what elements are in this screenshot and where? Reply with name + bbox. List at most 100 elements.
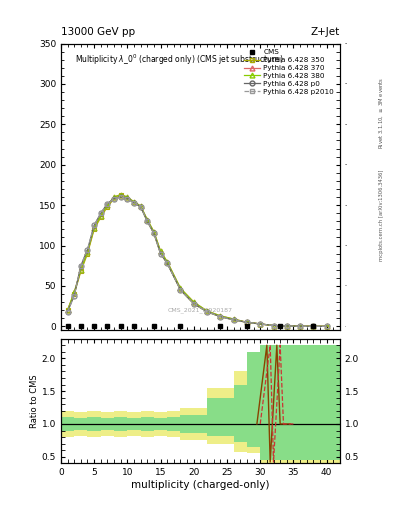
- Pythia 6.428 p2010: [271, 323, 276, 329]
- Pythia 6.428 350: [72, 291, 77, 297]
- Pythia 6.428 370: [98, 212, 103, 219]
- Pythia 6.428 p0: [178, 287, 183, 293]
- Pythia 6.428 p0: [125, 196, 130, 202]
- Pythia 6.428 370: [158, 248, 163, 254]
- Pythia 6.428 p0: [244, 319, 249, 326]
- Pythia 6.428 p2010: [178, 287, 183, 293]
- Y-axis label: Ratio to CMS: Ratio to CMS: [30, 374, 39, 428]
- Pythia 6.428 350: [205, 309, 209, 315]
- Pythia 6.428 350: [105, 204, 110, 210]
- Pythia 6.428 p2010: [132, 200, 136, 206]
- Pythia 6.428 370: [85, 249, 90, 255]
- Pythia 6.428 370: [205, 308, 209, 314]
- CMS: [152, 323, 156, 329]
- Pythia 6.428 380: [205, 308, 209, 314]
- Pythia 6.428 370: [271, 323, 276, 329]
- Pythia 6.428 380: [158, 248, 163, 254]
- Pythia 6.428 p0: [105, 201, 110, 207]
- Pythia 6.428 370: [125, 194, 130, 200]
- Pythia 6.428 p2010: [298, 323, 303, 329]
- Pythia 6.428 370: [191, 299, 196, 305]
- Pythia 6.428 380: [152, 229, 156, 235]
- Text: mcplots.cern.ch [arXiv:1306.3436]: mcplots.cern.ch [arXiv:1306.3436]: [379, 169, 384, 261]
- CMS: [132, 323, 136, 329]
- X-axis label: multiplicity (charged-only): multiplicity (charged-only): [131, 480, 270, 490]
- Pythia 6.428 p0: [98, 210, 103, 216]
- Pythia 6.428 p0: [205, 309, 209, 315]
- Pythia 6.428 370: [105, 202, 110, 208]
- Pythia 6.428 380: [72, 289, 77, 295]
- Pythia 6.428 370: [72, 289, 77, 295]
- Pythia 6.428 370: [244, 319, 249, 326]
- Line: Pythia 6.428 p0: Pythia 6.428 p0: [65, 195, 329, 329]
- Pythia 6.428 350: [324, 323, 329, 329]
- Pythia 6.428 350: [132, 200, 136, 206]
- Pythia 6.428 380: [231, 316, 236, 322]
- CMS: [65, 323, 70, 329]
- Pythia 6.428 370: [165, 259, 169, 265]
- Pythia 6.428 350: [271, 323, 276, 329]
- Pythia 6.428 380: [244, 319, 249, 326]
- Pythia 6.428 350: [218, 313, 223, 319]
- Pythia 6.428 370: [178, 285, 183, 291]
- Pythia 6.428 p2010: [138, 204, 143, 210]
- Pythia 6.428 380: [85, 249, 90, 255]
- Line: CMS: CMS: [65, 324, 316, 329]
- Pythia 6.428 p0: [165, 260, 169, 266]
- Pythia 6.428 p2010: [98, 210, 103, 216]
- Pythia 6.428 p2010: [152, 230, 156, 237]
- Pythia 6.428 380: [105, 202, 110, 208]
- Pythia 6.428 380: [178, 285, 183, 291]
- Pythia 6.428 350: [92, 226, 97, 232]
- CMS: [178, 323, 183, 329]
- Pythia 6.428 p2010: [311, 323, 316, 329]
- Pythia 6.428 380: [118, 191, 123, 198]
- Pythia 6.428 380: [218, 313, 223, 319]
- Pythia 6.428 380: [311, 323, 316, 329]
- Pythia 6.428 380: [125, 194, 130, 200]
- Pythia 6.428 p0: [158, 250, 163, 257]
- Pythia 6.428 350: [258, 321, 263, 327]
- Pythia 6.428 370: [132, 199, 136, 205]
- Pythia 6.428 p2010: [65, 309, 70, 315]
- Pythia 6.428 p2010: [145, 218, 150, 224]
- Pythia 6.428 p2010: [191, 301, 196, 307]
- Pythia 6.428 370: [311, 323, 316, 329]
- Pythia 6.428 p2010: [218, 313, 223, 319]
- Pythia 6.428 p2010: [105, 201, 110, 207]
- Pythia 6.428 350: [138, 204, 143, 210]
- Pythia 6.428 380: [145, 217, 150, 223]
- Pythia 6.428 380: [132, 199, 136, 205]
- Pythia 6.428 350: [231, 317, 236, 323]
- Pythia 6.428 350: [311, 323, 316, 329]
- Pythia 6.428 370: [138, 203, 143, 209]
- Pythia 6.428 350: [145, 218, 150, 224]
- Pythia 6.428 p0: [231, 317, 236, 323]
- CMS: [118, 323, 123, 329]
- Pythia 6.428 350: [285, 323, 289, 329]
- Pythia 6.428 370: [324, 323, 329, 329]
- Pythia 6.428 370: [231, 316, 236, 322]
- Pythia 6.428 350: [191, 301, 196, 307]
- Pythia 6.428 p0: [145, 218, 150, 224]
- Pythia 6.428 p2010: [231, 317, 236, 323]
- CMS: [105, 323, 110, 329]
- Pythia 6.428 370: [152, 229, 156, 235]
- Pythia 6.428 350: [65, 307, 70, 313]
- Pythia 6.428 380: [138, 203, 143, 209]
- Pythia 6.428 p0: [152, 230, 156, 237]
- Text: Rivet 3.1.10, $\geq$ 3M events: Rivet 3.1.10, $\geq$ 3M events: [377, 76, 385, 149]
- Pythia 6.428 370: [145, 217, 150, 223]
- CMS: [79, 323, 83, 329]
- Pythia 6.428 p0: [324, 323, 329, 329]
- Pythia 6.428 p0: [79, 263, 83, 269]
- Line: Pythia 6.428 350: Pythia 6.428 350: [65, 193, 329, 329]
- Pythia 6.428 p2010: [92, 222, 97, 228]
- Pythia 6.428 p0: [218, 313, 223, 319]
- Pythia 6.428 p0: [65, 309, 70, 315]
- Pythia 6.428 350: [152, 230, 156, 237]
- Pythia 6.428 p2010: [258, 321, 263, 327]
- Pythia 6.428 380: [324, 323, 329, 329]
- Pythia 6.428 p2010: [85, 246, 90, 252]
- Pythia 6.428 p0: [138, 204, 143, 210]
